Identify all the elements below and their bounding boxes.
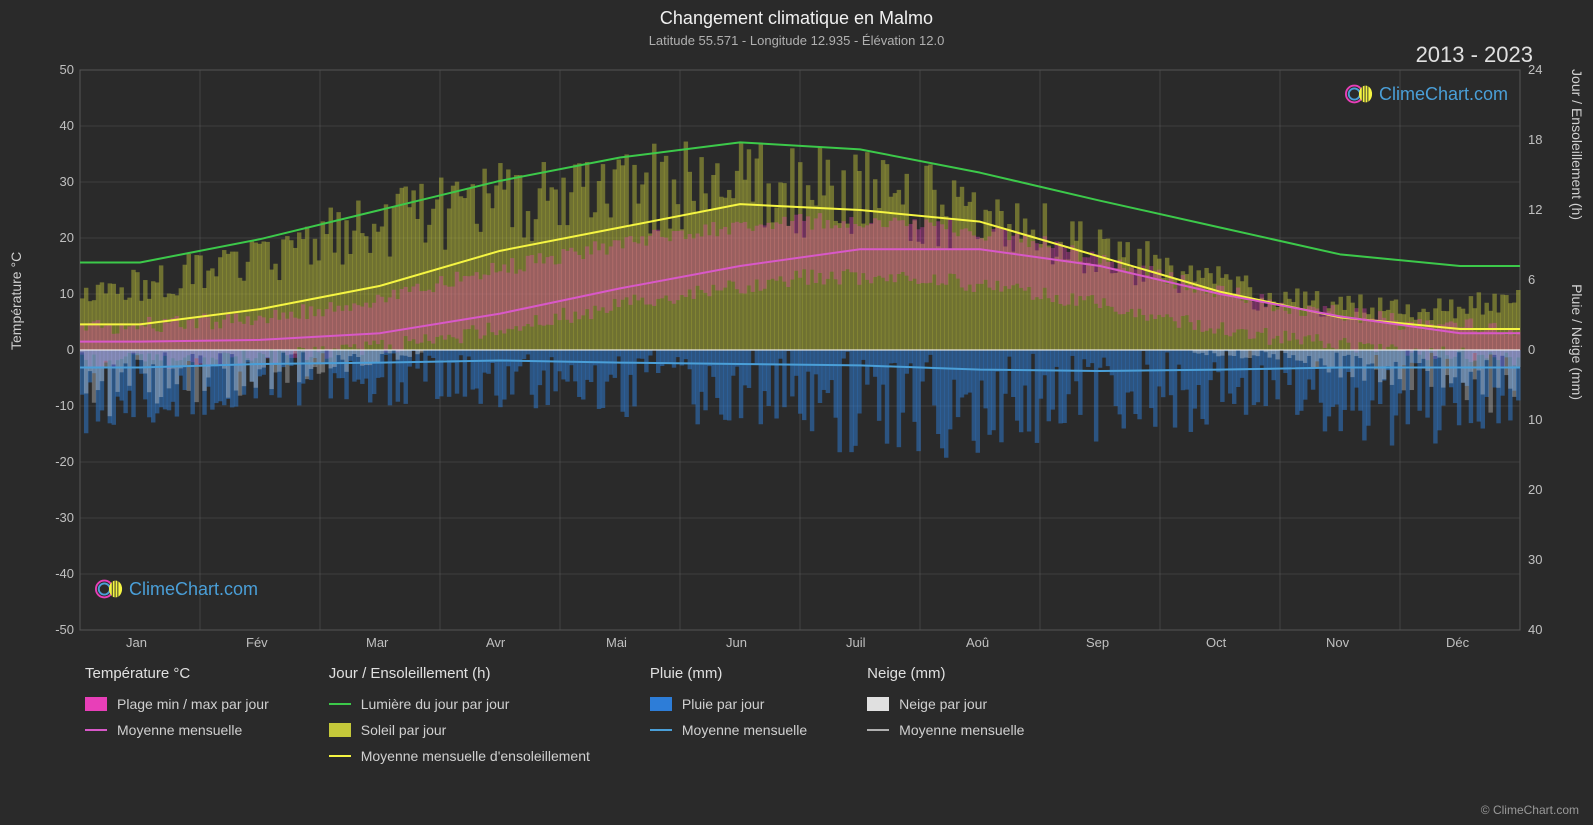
legend-label: Soleil par jour	[361, 722, 447, 738]
watermark-text: ClimeChart.com	[129, 579, 258, 600]
month-label: Jun	[726, 635, 747, 650]
left-tick: 20	[60, 230, 74, 245]
month-label: Aoû	[966, 635, 989, 650]
left-tick: 10	[60, 286, 74, 301]
legend-column: Pluie (mm) Pluie par jour Moyenne mensuell…	[650, 665, 807, 764]
legend-swatch	[867, 697, 889, 711]
left-tick: -30	[55, 510, 74, 525]
legend-item: Moyenne mensuelle d'ensoleillement	[329, 748, 590, 764]
legend-label: Moyenne mensuelle d'ensoleillement	[361, 748, 590, 764]
right-top-tick: 6	[1528, 272, 1535, 287]
legend-swatch	[650, 729, 672, 731]
legend-swatch	[329, 723, 351, 737]
legend: Température °C Plage min / max par jour Mo…	[85, 665, 1553, 764]
legend-item: Lumière du jour par jour	[329, 696, 590, 712]
month-label: Oct	[1206, 635, 1226, 650]
legend-item: Soleil par jour	[329, 722, 590, 738]
legend-label: Neige par jour	[899, 696, 987, 712]
left-tick: -20	[55, 454, 74, 469]
climechart-logo-icon	[95, 575, 123, 603]
month-label: Fév	[246, 635, 268, 650]
left-tick: -50	[55, 622, 74, 637]
legend-swatch	[329, 755, 351, 757]
right-bottom-tick: 10	[1528, 412, 1542, 427]
left-tick: 40	[60, 118, 74, 133]
legend-label: Moyenne mensuelle	[682, 722, 807, 738]
legend-title: Pluie (mm)	[650, 665, 807, 682]
month-label: Nov	[1326, 635, 1349, 650]
climate-chart: Changement climatique en Malmo Latitude …	[0, 0, 1593, 825]
left-tick: 0	[67, 342, 74, 357]
month-label: Jan	[126, 635, 147, 650]
month-label: Avr	[486, 635, 505, 650]
watermark-text: ClimeChart.com	[1379, 84, 1508, 105]
legend-label: Moyenne mensuelle	[899, 722, 1024, 738]
legend-item: Moyenne mensuelle	[867, 722, 1024, 738]
legend-item: Moyenne mensuelle	[650, 722, 807, 738]
left-tick: 50	[60, 62, 74, 77]
month-label: Déc	[1446, 635, 1469, 650]
copyright: © ClimeChart.com	[1481, 803, 1579, 817]
month-label: Sep	[1086, 635, 1109, 650]
right-top-tick: 0	[1528, 342, 1535, 357]
legend-column: Neige (mm) Neige par jour Moyenne mensuell…	[867, 665, 1024, 764]
right-top-tick: 24	[1528, 62, 1542, 77]
right-bottom-tick: 20	[1528, 482, 1542, 497]
legend-title: Jour / Ensoleillement (h)	[329, 665, 590, 682]
right-top-tick: 12	[1528, 202, 1542, 217]
legend-item: Pluie par jour	[650, 696, 807, 712]
legend-swatch	[85, 729, 107, 731]
legend-swatch	[85, 697, 107, 711]
watermark-top: ClimeChart.com	[1345, 80, 1508, 108]
legend-label: Lumière du jour par jour	[361, 696, 510, 712]
month-label: Juil	[846, 635, 866, 650]
legend-column: Température °C Plage min / max par jour Mo…	[85, 665, 269, 764]
legend-swatch	[867, 729, 889, 731]
climechart-logo-icon	[1345, 80, 1373, 108]
legend-column: Jour / Ensoleillement (h) Lumière du jour…	[329, 665, 590, 764]
legend-label: Plage min / max par jour	[117, 696, 269, 712]
legend-item: Neige par jour	[867, 696, 1024, 712]
month-label: Mai	[606, 635, 627, 650]
legend-label: Moyenne mensuelle	[117, 722, 242, 738]
right-bottom-tick: 30	[1528, 552, 1542, 567]
legend-swatch	[650, 697, 672, 711]
legend-swatch	[329, 703, 351, 705]
right-top-tick: 18	[1528, 132, 1542, 147]
legend-title: Neige (mm)	[867, 665, 1024, 682]
left-tick: -10	[55, 398, 74, 413]
watermark-bottom: ClimeChart.com	[95, 575, 258, 603]
legend-item: Plage min / max par jour	[85, 696, 269, 712]
left-tick: -40	[55, 566, 74, 581]
legend-title: Température °C	[85, 665, 269, 682]
left-tick: 30	[60, 174, 74, 189]
legend-item: Moyenne mensuelle	[85, 722, 269, 738]
right-bottom-tick: 40	[1528, 622, 1542, 637]
month-label: Mar	[366, 635, 388, 650]
legend-label: Pluie par jour	[682, 696, 765, 712]
